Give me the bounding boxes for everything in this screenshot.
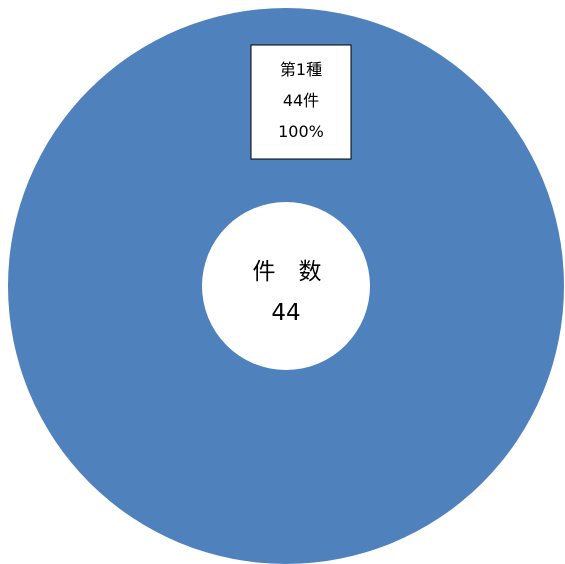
data-label-frame (250, 44, 352, 160)
data-label-box: 第1種 44件 100% (250, 44, 352, 160)
data-label-percent: 100% (278, 122, 324, 141)
donut-hole (202, 202, 370, 370)
data-label-category: 第1種 (280, 60, 322, 79)
data-label-value: 44件 (283, 91, 319, 110)
center-title: 件 数 (253, 259, 322, 285)
center-total: 44 (271, 300, 300, 326)
